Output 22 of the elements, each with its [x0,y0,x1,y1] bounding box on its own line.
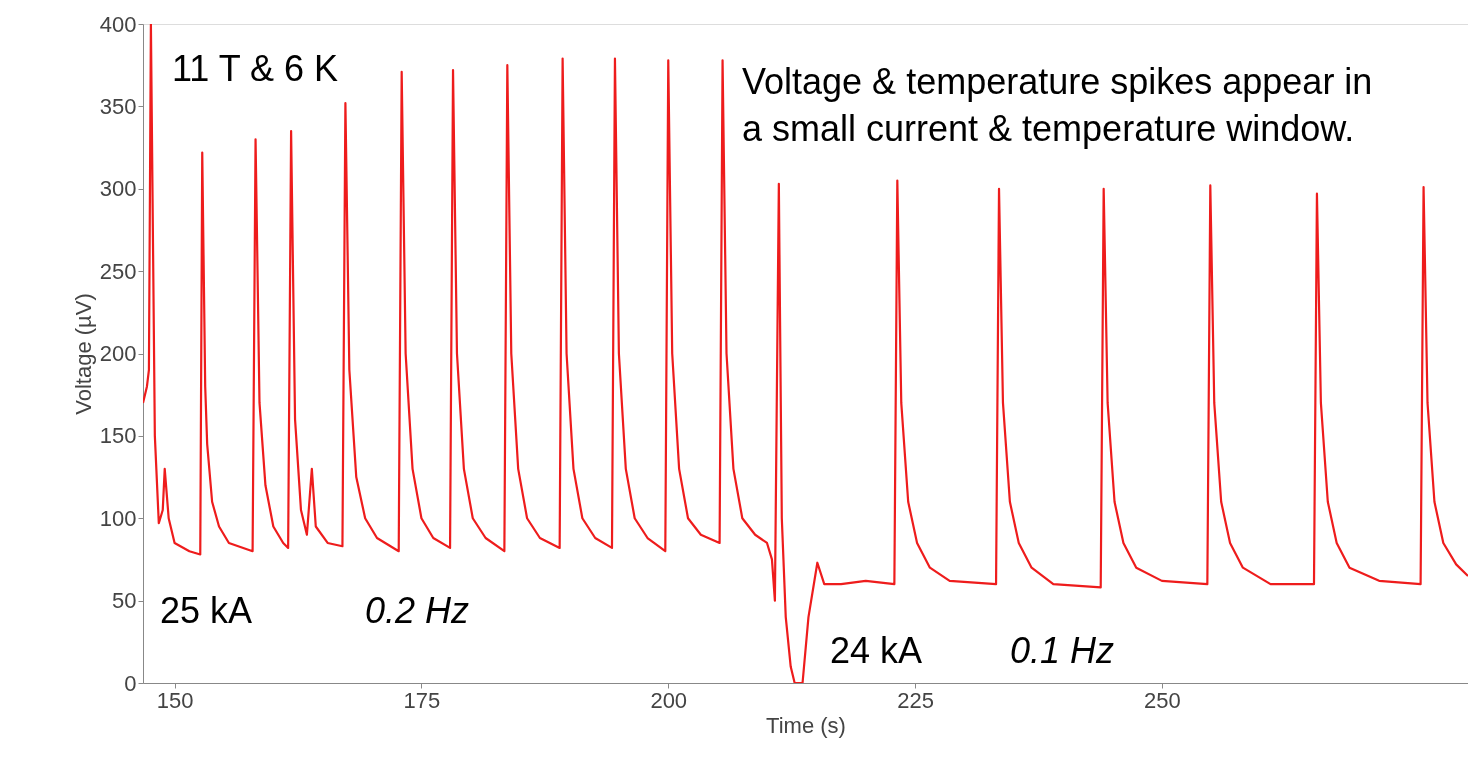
y-tick-label: 400 [99,11,137,37]
y-axis-title: Voltage (µV) [70,293,96,415]
x-tick-label: 225 [897,687,934,713]
x-tick-label: 200 [650,687,688,713]
annotation: 0.2 Hz [365,590,470,631]
y-tick-label: 350 [99,93,137,119]
y-tick-label: 150 [99,423,137,449]
annotation: 11 T & 6 K [172,48,339,89]
x-tick-label: 250 [1144,687,1181,713]
x-tick-label: 175 [403,687,441,713]
annotation: 25 kA [160,590,253,631]
y-tick-label: 300 [99,176,137,202]
y-tick-label: 0 [124,670,137,696]
x-axis-title: Time (s) [766,712,846,738]
annotation: Voltage & temperature spikes appear in a small current & temperature window. [742,61,1373,149]
y-tick-label: 100 [99,505,137,531]
y-tick-label: 250 [99,258,137,284]
y-tick-label: 50 [112,588,137,614]
y-tick-label: 200 [99,341,137,366]
annotation: 0.1 Hz [1010,630,1115,671]
annotation: 24 kA [830,630,923,671]
x-tick-label: 150 [156,687,194,713]
